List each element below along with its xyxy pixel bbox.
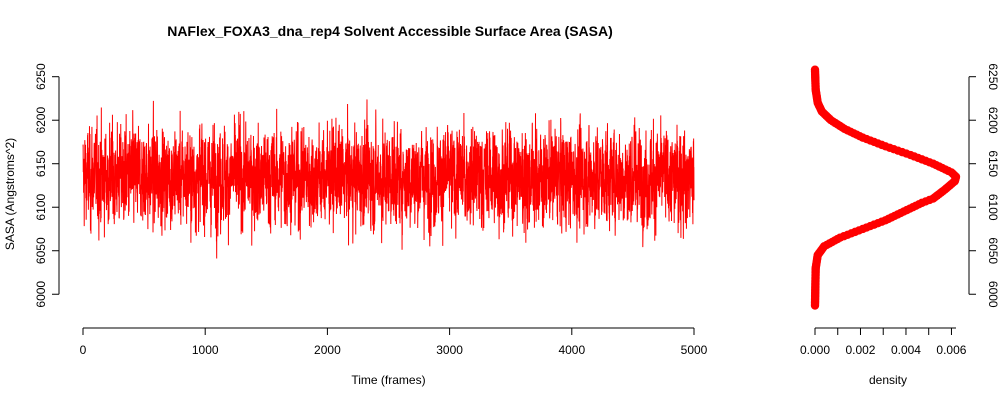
density-x-axis: 0.000 0.002 0.004 0.006 — [800, 327, 967, 357]
time-x-axis: 0 1000 2000 3000 4000 5000 — [80, 327, 708, 357]
density-x-tick-label: 0.004 — [891, 343, 921, 357]
sasa-y-tick-label: 6250 — [34, 63, 48, 90]
density-x-axis-label: density — [869, 373, 907, 387]
time-x-tick-label: 5000 — [681, 343, 708, 357]
sasa-y-axis-label: SASA (Angstroms^2) — [3, 138, 17, 250]
sasa-series-line — [82, 99, 695, 259]
density-x-tick-label: 0.000 — [800, 343, 830, 357]
time-x-tick-label: 3000 — [436, 343, 463, 357]
density-y-tick-label: 6200 — [986, 107, 1000, 134]
chart-title: NAFlex_FOXA3_dna_rep4 Solvent Accessible… — [167, 23, 613, 39]
density-x-tick-label: 0.006 — [936, 343, 966, 357]
density-x-tick-label: 0.002 — [845, 343, 875, 357]
density-y-axis: 6000 6050 6100 6150 6200 6250 — [968, 63, 1000, 308]
time-x-tick-label: 1000 — [192, 343, 219, 357]
sasa-y-tick-label: 6000 — [34, 281, 48, 308]
sasa-y-tick-label: 6150 — [34, 150, 48, 177]
sasa-y-tick-label: 6200 — [34, 107, 48, 134]
density-y-tick-label: 6100 — [986, 194, 1000, 221]
density-y-tick-label: 6250 — [986, 63, 1000, 90]
time-x-tick-label: 4000 — [558, 343, 585, 357]
density-panel: 0.000 0.002 0.004 0.006 6000 6050 6100 6150 620… — [800, 63, 1000, 387]
time-x-tick-label: 0 — [80, 343, 87, 357]
sasa-y-tick-label: 6100 — [34, 194, 48, 221]
timeseries-panel: 0 1000 2000 3000 4000 5000 6000 6050 6100 6150 62… — [3, 63, 708, 387]
time-x-tick-label: 2000 — [314, 343, 341, 357]
density-y-tick-label: 6000 — [986, 281, 1000, 308]
density-y-tick-label: 6150 — [986, 150, 1000, 177]
sasa-y-axis: 6000 6050 6100 6150 6200 6250 — [34, 63, 60, 308]
density-y-tick-label: 6050 — [986, 237, 1000, 264]
sasa-y-tick-label: 6050 — [34, 237, 48, 264]
density-point — [810, 65, 820, 74]
density-curve — [810, 65, 961, 310]
time-x-axis-label: Time (frames) — [351, 373, 425, 387]
